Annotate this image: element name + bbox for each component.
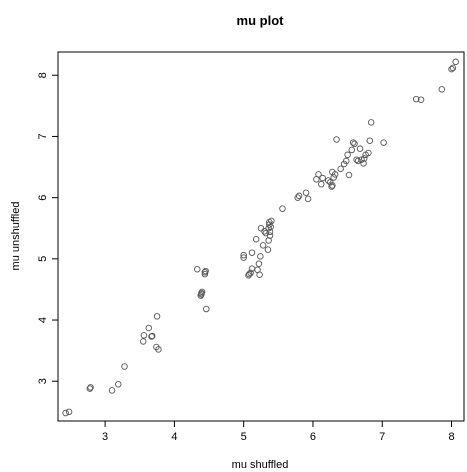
data-point (240, 254, 247, 261)
data-point (153, 313, 161, 320)
data-point (448, 65, 455, 73)
x-tick-label: 5 (241, 431, 247, 443)
data-point (257, 224, 265, 232)
data-point (367, 119, 375, 126)
data-point (87, 384, 94, 391)
y-tick-label: 5 (37, 256, 49, 262)
data-point (315, 171, 322, 178)
data-point (304, 195, 312, 203)
data-point (302, 189, 310, 196)
data-point (294, 194, 301, 201)
data-point (351, 140, 358, 148)
data-point (318, 180, 325, 188)
data-point (264, 246, 272, 253)
x-axis: 3 4 5 6 7 8 (102, 421, 455, 443)
data-point (108, 387, 116, 394)
data-point (345, 171, 353, 179)
x-tick-label: 3 (102, 431, 108, 443)
data-point (198, 289, 205, 297)
data-point (203, 305, 210, 313)
data-point (333, 136, 340, 143)
data-point (255, 260, 263, 267)
data-point (349, 139, 357, 146)
data-point (145, 324, 153, 332)
y-tick-label: 3 (37, 378, 49, 384)
data-point (319, 174, 326, 182)
data-point (65, 408, 73, 416)
data-point (268, 217, 275, 225)
x-axis-label: mu shuffled (232, 459, 289, 471)
x-tick-label: 7 (379, 431, 385, 443)
data-point (86, 385, 94, 392)
x-tick-label: 4 (171, 431, 177, 443)
chart-title: mu plot (237, 13, 285, 28)
data-point (148, 333, 155, 340)
data-point (115, 381, 122, 388)
data-point (252, 236, 260, 243)
data-points (62, 58, 459, 417)
data-point (412, 95, 420, 103)
data-point (148, 332, 156, 340)
y-tick-label: 4 (37, 317, 49, 323)
y-axis-label: mu unshuffled (10, 202, 22, 271)
data-point (240, 251, 247, 259)
y-tick-label: 7 (37, 133, 49, 139)
plot-frame (57, 51, 465, 422)
data-point (245, 270, 253, 278)
data-point (121, 363, 128, 370)
data-point (279, 205, 286, 212)
data-point (256, 271, 263, 278)
data-point (247, 269, 254, 277)
data-point (257, 253, 264, 260)
data-point (438, 86, 446, 93)
data-point (330, 174, 337, 181)
data-point (139, 338, 147, 345)
data-point (452, 58, 459, 66)
data-point (360, 160, 367, 167)
data-point (267, 223, 274, 231)
data-point (194, 265, 201, 273)
data-point (198, 288, 206, 296)
data-point (248, 249, 256, 256)
data-point (342, 157, 350, 165)
data-point (329, 182, 336, 189)
data-point (449, 64, 457, 72)
data-point (202, 267, 209, 275)
data-point (331, 171, 339, 178)
data-point (140, 332, 148, 339)
x-tick-label: 6 (310, 431, 316, 443)
y-tick-label: 8 (37, 72, 49, 78)
data-point (365, 149, 372, 157)
data-point (356, 145, 364, 152)
data-point (354, 157, 362, 165)
data-point (360, 155, 368, 162)
data-point (328, 183, 335, 190)
data-point (155, 346, 162, 353)
data-point (344, 151, 351, 159)
y-axis: 3 4 5 6 7 8 (37, 72, 58, 384)
data-point (295, 192, 303, 200)
data-point (259, 242, 267, 249)
data-point (266, 232, 274, 239)
x-tick-label: 8 (448, 431, 454, 443)
data-point (62, 409, 69, 417)
data-point (266, 228, 274, 236)
data-point (201, 269, 209, 276)
data-point (324, 177, 332, 184)
data-point (417, 96, 425, 103)
data-point (201, 270, 209, 278)
y-tick-label: 6 (37, 195, 49, 201)
data-point (337, 165, 344, 173)
data-point (353, 156, 360, 163)
data-point (348, 146, 356, 154)
data-point (366, 137, 374, 144)
data-point (380, 139, 387, 146)
